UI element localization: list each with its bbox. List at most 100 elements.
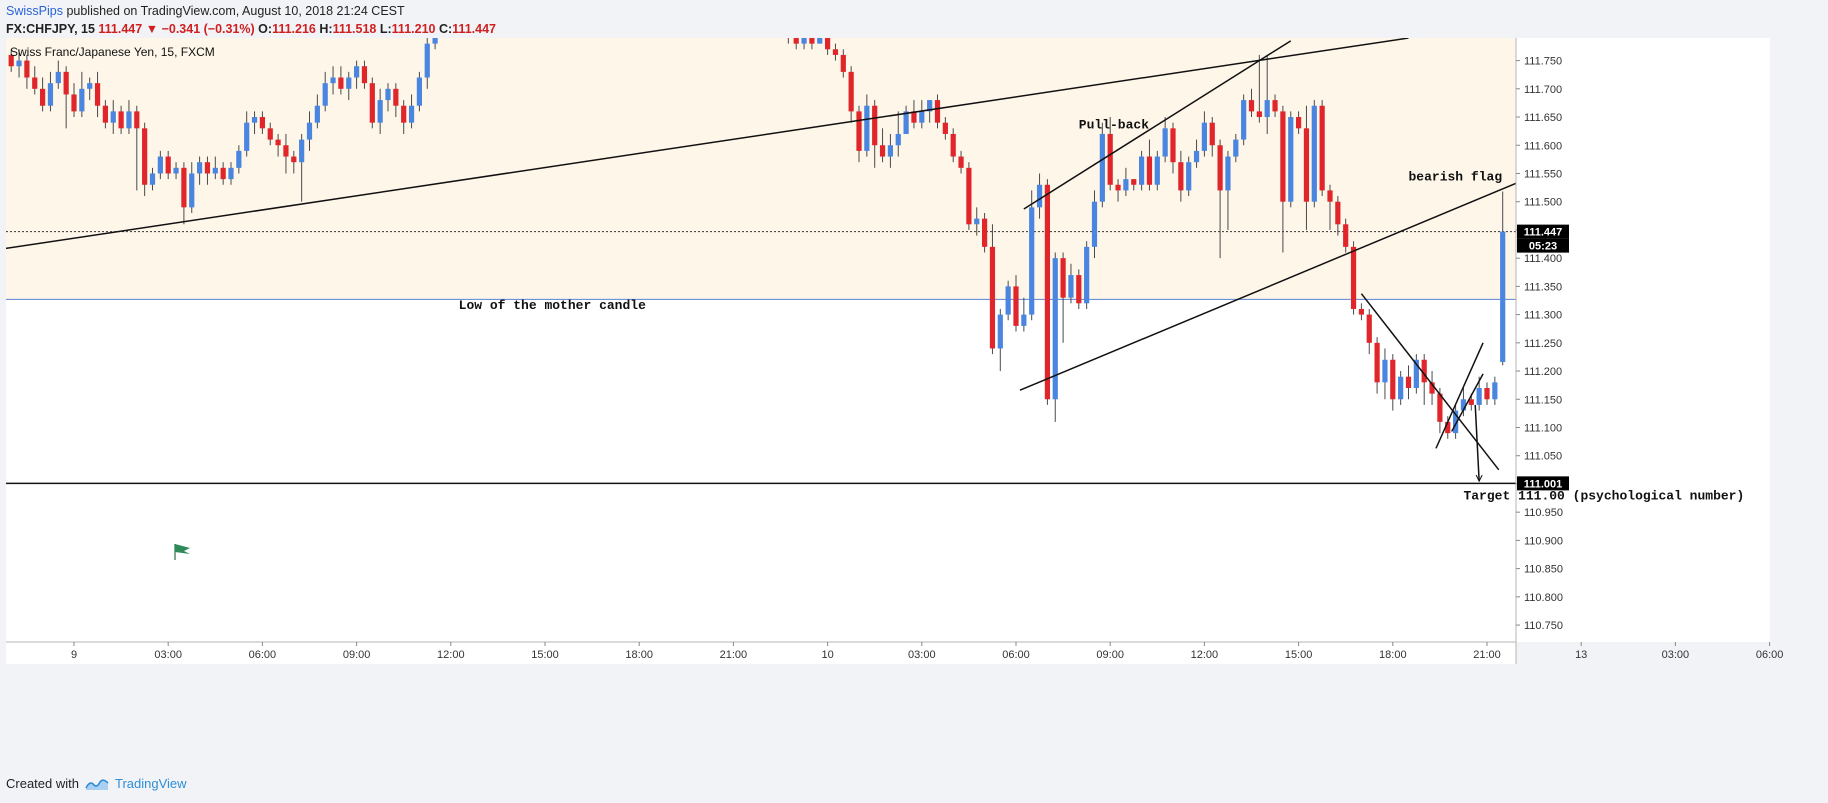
candle-up	[416, 77, 422, 106]
candle-down	[275, 139, 281, 146]
candle-down	[982, 218, 988, 247]
candle-down	[1303, 128, 1310, 202]
candle-up	[1311, 105, 1317, 202]
candle-down	[1178, 162, 1184, 191]
candle-down	[1013, 286, 1019, 326]
price-axis-label-box	[1517, 476, 1569, 491]
candle-down	[1390, 359, 1396, 400]
candle-up	[1123, 179, 1129, 191]
trend-line	[6, 38, 1409, 250]
y-tick-label: 111.150	[1524, 394, 1562, 406]
candle-down	[181, 167, 187, 208]
candle-up	[1241, 100, 1247, 140]
candle-up	[895, 133, 901, 146]
candle-up	[126, 111, 132, 129]
candle-up	[1139, 156, 1145, 185]
candle-up	[322, 83, 328, 106]
candle-down	[1131, 179, 1137, 185]
candle-down	[856, 111, 862, 151]
y-tick-label: 110.850	[1524, 564, 1563, 576]
flag-icon	[175, 544, 190, 554]
candle-down	[966, 167, 972, 225]
publish-info: published on TradingView.com, August 10,…	[66, 4, 405, 18]
candle-down	[832, 49, 839, 55]
candle-up	[236, 150, 242, 168]
low-value: 111.210	[391, 22, 436, 36]
y-tick-label: 111.200	[1524, 366, 1562, 378]
candle-up	[997, 314, 1003, 349]
chart-annotation: bearish flag	[1409, 169, 1503, 184]
candle-up	[87, 83, 93, 89]
candle-up	[1036, 184, 1043, 208]
candle-up	[408, 105, 415, 123]
plot-layer	[6, 38, 1516, 485]
y-tick-label: 111.700	[1524, 84, 1562, 96]
candle-down	[71, 94, 77, 112]
x-tick-label: 9	[71, 649, 77, 661]
candle-up	[228, 167, 234, 180]
x-tick-label: 06:00	[1756, 649, 1784, 661]
candle-down	[1484, 387, 1490, 400]
candle-down	[259, 117, 265, 129]
candle-down	[1327, 190, 1333, 202]
candle-down	[793, 38, 799, 44]
x-tick-label: 09:00	[1096, 649, 1124, 661]
candle-down	[204, 162, 211, 174]
candle-down	[934, 100, 941, 123]
candle-down	[1107, 133, 1113, 185]
y-tick-label: 111.300	[1524, 310, 1562, 322]
candle-down	[32, 77, 38, 89]
candle-up	[346, 77, 352, 89]
candle-up	[157, 156, 163, 174]
x-tick-label: 15:00	[1285, 649, 1313, 661]
low-label: L:	[379, 22, 392, 36]
x-tick-label: 18:00	[1379, 649, 1407, 661]
candle-up	[1005, 286, 1011, 315]
candle-up	[79, 88, 85, 112]
candle-up	[1154, 156, 1160, 185]
candle-up	[1225, 156, 1231, 191]
candle-down	[94, 83, 101, 106]
candle-down	[165, 156, 171, 174]
chart-title: Swiss Franc/Japanese Yen, 15, FXCM	[10, 45, 215, 59]
author-link[interactable]: SwissPips	[6, 4, 63, 18]
candle-down	[1374, 342, 1380, 383]
x-tick-label: 03:00	[908, 649, 936, 661]
candle-down	[142, 128, 148, 185]
y-tick-label: 111.750	[1524, 56, 1562, 68]
x-tick-label: 13	[1575, 649, 1587, 661]
candle-down	[1076, 275, 1082, 304]
high-value: 111.518	[332, 22, 377, 36]
candle-up	[299, 139, 305, 163]
candle-up	[55, 71, 61, 84]
arrow-head-icon	[1475, 474, 1483, 483]
price-axis-label: 111.447	[1524, 227, 1563, 239]
supply-zone	[6, 38, 1516, 300]
candle-up	[1021, 314, 1027, 326]
candle-down	[338, 77, 344, 89]
candle-down	[950, 133, 956, 157]
tradingview-logo-icon	[85, 778, 109, 790]
candle-down	[220, 167, 226, 180]
tradingview-link[interactable]: TradingView	[114, 776, 187, 791]
x-tick-label: 12:00	[1191, 649, 1219, 661]
y-tick-label: 111.400	[1524, 253, 1562, 265]
chart-annotation: Pull-back	[1079, 117, 1149, 132]
candle-up	[801, 38, 807, 44]
candle-down	[1366, 314, 1372, 343]
publish-header: SwissPips published on TradingView.com, …	[6, 3, 405, 19]
candle-down	[267, 128, 273, 140]
x-tick-label: 03:00	[1662, 649, 1690, 661]
ohlc-bar: FX:CHFJPY, 15 111.447 ▼ −0.341 (−0.31%) …	[6, 21, 496, 37]
candle-up	[212, 167, 218, 174]
candle-down	[1280, 111, 1286, 202]
candle-down	[1445, 421, 1451, 434]
chart-annotation: Low of the mother candle	[459, 298, 646, 313]
candle-up	[1382, 359, 1388, 383]
candle-up	[1233, 139, 1239, 157]
y-tick-label: 111.100	[1524, 422, 1562, 434]
candle-down	[825, 38, 831, 50]
candle-down	[1468, 399, 1474, 405]
candle-down	[63, 71, 69, 95]
